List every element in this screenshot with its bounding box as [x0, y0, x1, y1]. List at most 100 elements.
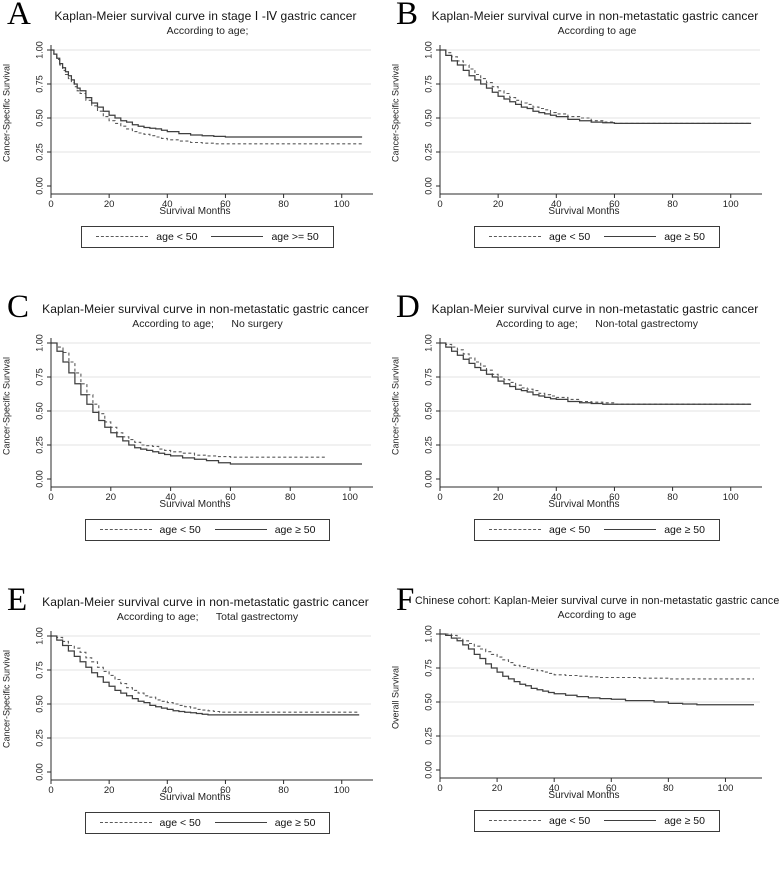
panel-a-legend: age < 50 age >= 50	[81, 225, 334, 248]
panel-a-title: Kaplan-Meier survival curve in stage Ⅰ -…	[54, 9, 357, 23]
svg-text:100: 100	[342, 492, 358, 503]
panel-c-legend: age < 50 age ≥ 50	[84, 518, 331, 541]
legend-entry: age < 50	[99, 817, 201, 829]
panel-e: E Kaplan-Meier survival curve in non-met…	[0, 586, 389, 879]
svg-text:1.00: 1.00	[34, 627, 44, 645]
panel-a-letter: A	[7, 0, 31, 32]
panel-b-letter: B	[396, 0, 419, 32]
panel-c-letter: C	[7, 293, 30, 325]
panel-b: B Kaplan-Meier survival curve in non-met…	[389, 0, 779, 293]
legend-label: age < 50	[549, 230, 591, 243]
svg-text:100: 100	[723, 492, 739, 503]
legend-entry: age ≥ 50	[214, 524, 315, 536]
svg-text:40: 40	[549, 783, 560, 794]
svg-text:0.00: 0.00	[34, 763, 44, 781]
panel-b-legend: age < 50 age ≥ 50	[474, 225, 720, 248]
legend-entry: age < 50	[489, 815, 590, 827]
svg-text:0.00: 0.00	[34, 177, 44, 195]
svg-text:60: 60	[225, 492, 236, 503]
svg-text:1.00: 1.00	[423, 41, 433, 59]
legend-entry: age < 50	[489, 524, 590, 536]
svg-text:0.75: 0.75	[34, 661, 44, 679]
panel-a: A Kaplan-Meier survival curve in stage Ⅰ…	[0, 0, 389, 293]
svg-text:0: 0	[48, 492, 53, 503]
svg-text:40: 40	[551, 199, 562, 210]
legend-entry: age ≥ 50	[604, 524, 705, 536]
svg-text:80: 80	[278, 199, 289, 210]
panel-f: F Chinese cohort: Kaplan-Meier survival …	[389, 586, 779, 879]
solid-line-sample	[604, 820, 657, 821]
svg-text:20: 20	[104, 785, 115, 796]
panel-c-title: Kaplan-Meier survival curve in non-metas…	[42, 302, 369, 316]
panel-c-y-axis-label: Cancer-Specific Survival	[1, 356, 12, 456]
panel-d-x-axis-label: Survival Months	[548, 499, 620, 510]
svg-text:1.00: 1.00	[423, 334, 433, 352]
svg-text:0.00: 0.00	[34, 470, 44, 488]
svg-text:20: 20	[106, 492, 117, 503]
legend-entry: age < 50	[96, 231, 197, 243]
svg-text:80: 80	[278, 785, 289, 796]
dashed-line-sample	[489, 820, 542, 821]
legend-label: age < 50	[549, 814, 591, 827]
svg-text:40: 40	[551, 492, 562, 503]
panel-c-x-axis-label: Survival Months	[159, 499, 231, 510]
legend-label: age < 50	[159, 523, 201, 536]
svg-text:0.75: 0.75	[423, 368, 433, 386]
svg-text:60: 60	[609, 492, 620, 503]
panel-c-km-chart: 0.00 0.25 0.50 0.75 1.00 0 20 40 60 80 100	[34, 334, 373, 503]
svg-text:0: 0	[437, 783, 442, 794]
legend-label: age ≥ 50	[664, 814, 705, 827]
panel-b-x-axis-label: Survival Months	[548, 206, 620, 217]
svg-text:100: 100	[723, 199, 739, 210]
svg-text:60: 60	[220, 199, 231, 210]
dashed-line-sample	[99, 529, 152, 530]
panel-f-subtitle: According to age	[557, 609, 637, 621]
svg-text:80: 80	[285, 492, 296, 503]
legend-label: age < 50	[156, 230, 198, 243]
panel-b-subtitle: According to age	[557, 25, 637, 37]
legend-entry: age >= 50	[211, 230, 319, 243]
svg-text:0.75: 0.75	[34, 368, 44, 386]
panel-d-letter: D	[396, 293, 420, 325]
solid-line-sample	[604, 236, 657, 237]
panel-f-x-axis-label: Survival Months	[548, 790, 620, 801]
legend-entry: age ≥ 50	[214, 816, 316, 829]
svg-text:0.75: 0.75	[34, 75, 44, 93]
svg-text:80: 80	[667, 492, 678, 503]
panel-d-y-axis-label: Cancer-Specific Survival	[390, 356, 401, 456]
solid-line-sample	[214, 529, 267, 530]
svg-text:40: 40	[162, 199, 173, 210]
legend-entry: age < 50	[489, 231, 590, 243]
svg-text:40: 40	[165, 492, 176, 503]
svg-text:80: 80	[663, 783, 674, 794]
panel-c: C Kaplan-Meier survival curve in non-met…	[0, 293, 389, 586]
svg-text:1.00: 1.00	[34, 334, 44, 352]
svg-text:0: 0	[437, 492, 442, 503]
svg-text:1.00: 1.00	[423, 625, 433, 643]
panel-b-y-axis-label: Cancer-Specific Survival	[390, 63, 401, 163]
legend-entry: age ≥ 50	[604, 815, 705, 827]
legend-label: age ≥ 50	[274, 816, 316, 829]
solid-line-sample	[604, 529, 657, 530]
legend-label: age ≥ 50	[664, 523, 705, 536]
svg-text:60: 60	[606, 783, 617, 794]
svg-text:0.00: 0.00	[423, 177, 433, 195]
svg-text:0: 0	[48, 785, 53, 796]
svg-text:80: 80	[667, 199, 678, 210]
svg-text:100: 100	[718, 783, 734, 794]
panel-b-title: Kaplan-Meier survival curve in non-metas…	[431, 9, 759, 23]
svg-text:20: 20	[493, 199, 504, 210]
panel-d-km-chart: 0.00 0.25 0.50 0.75 1.00 0 20 40 60 80 100	[423, 334, 762, 503]
panel-f-title: Chinese cohort: Kaplan-Meier survival cu…	[415, 595, 779, 607]
svg-text:0.25: 0.25	[423, 436, 433, 454]
legend-label: age >= 50	[271, 230, 319, 243]
legend-label: age ≥ 50	[664, 230, 705, 243]
panel-a-x-axis-label: Survival Months	[159, 206, 231, 217]
panel-e-letter: E	[7, 586, 28, 618]
solid-line-sample	[211, 236, 264, 237]
svg-text:60: 60	[609, 199, 620, 210]
panel-f-km-chart: 0.00 0.25 0.50 0.75 1.00 0 20 40 60 80 100	[423, 625, 762, 794]
svg-text:0.50: 0.50	[423, 109, 433, 127]
panel-f-y-axis-label: Overall Survival	[390, 665, 401, 729]
svg-text:0.25: 0.25	[34, 143, 44, 161]
